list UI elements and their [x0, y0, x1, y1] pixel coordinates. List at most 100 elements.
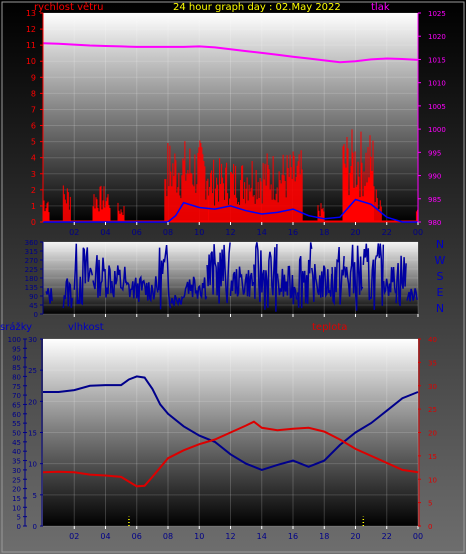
- direction-letter: W: [435, 254, 446, 267]
- pressure-tick-label: 1005: [428, 103, 446, 111]
- wind-direction-tick-label: 45: [29, 302, 38, 310]
- rain-tick-label: 20: [12, 486, 21, 494]
- pressure-tick-label: 1025: [428, 10, 446, 18]
- direction-letter: E: [437, 286, 444, 299]
- wind-speed-tick-label: 6: [31, 122, 36, 131]
- wind-direction-trace: [92, 255, 112, 298]
- rain-tick-label: 10: [12, 504, 21, 512]
- temperature-tick-label: 20: [428, 430, 437, 438]
- wind-direction-trace: [125, 274, 159, 303]
- x-tick-label: 00: [413, 532, 423, 541]
- humidity-tick-label: 0: [33, 523, 37, 531]
- wind-direction-trace: [276, 265, 298, 305]
- pressure-line: [42, 42, 419, 64]
- temperature-tick-label: 5: [428, 500, 432, 508]
- rain-tick-label: 0: [17, 523, 21, 531]
- x-tick-label: 04: [100, 228, 110, 237]
- label-temperature: teplota: [312, 322, 347, 333]
- wind-speed-tick-label: 8: [31, 89, 36, 98]
- wind-speed-tick-label: 11: [26, 41, 36, 50]
- wind-direction-trace: [382, 266, 397, 296]
- x-tick-label: 10: [194, 532, 204, 541]
- rain-tick-label: 55: [12, 420, 21, 428]
- rain-tick-label: 30: [12, 467, 21, 475]
- wind-direction-tick-label: 360: [25, 239, 38, 247]
- wind-direction-trace: [311, 264, 333, 302]
- wind-direction-trace: [157, 245, 172, 310]
- wind-speed-tick-label: 13: [26, 9, 36, 18]
- wind-direction-trace: [362, 243, 385, 310]
- temperature-tick-label: 0: [428, 523, 432, 531]
- wind-direction-tick-label: 90: [29, 293, 38, 301]
- humidity-tick-label: 10: [28, 461, 37, 469]
- wind-direction-trace: [343, 244, 364, 311]
- wind-speed-tick-label: 4: [31, 154, 36, 163]
- wind-direction-trace: [62, 278, 74, 309]
- wind-direction-tick-label: 180: [25, 275, 38, 283]
- label-rain: srážky: [0, 321, 32, 333]
- wind-direction-trace: [253, 242, 278, 312]
- humidity-tick-label: 15: [28, 430, 37, 438]
- wind-direction-tick-label: 270: [25, 257, 38, 265]
- x-tick-label: 16: [288, 532, 298, 541]
- wind-direction-trace: [111, 265, 127, 298]
- temperature-tick-label: 10: [428, 476, 437, 484]
- rain-tick-label: 60: [12, 411, 21, 419]
- x-tick-label: 04: [100, 532, 110, 541]
- humidity-tick-label: 20: [28, 398, 37, 406]
- wind-speed-tick-label: 12: [26, 25, 36, 34]
- x-tick-label: 16: [288, 228, 298, 237]
- wind-speed-tick-label: 3: [31, 170, 36, 179]
- x-tick-label: 14: [257, 228, 267, 237]
- wind-speed-tick-label: 2: [31, 186, 36, 195]
- temperature-tick-label: 15: [428, 453, 437, 461]
- x-tick-label: 12: [225, 532, 235, 541]
- wind-direction-trace: [229, 266, 255, 297]
- rain-tick-label: 65: [12, 401, 21, 409]
- humidity-tick-label: 25: [28, 367, 37, 375]
- humidity-line: [43, 375, 419, 471]
- rain-tick-label: 15: [12, 495, 21, 503]
- wind-direction-tick-label: 225: [25, 266, 38, 274]
- wind-direction-trace: [170, 294, 184, 308]
- x-tick-label: 08: [163, 228, 173, 237]
- rain-tick-label: 25: [12, 476, 21, 484]
- direction-letter: S: [437, 270, 444, 283]
- wind-direction-trace: [296, 242, 313, 309]
- label-pressure: tlak: [371, 2, 390, 13]
- wind-direction-trace: [45, 288, 53, 304]
- axes-layer: 02 04 06 08 10 12 14 16 18 20 22 000123456789101112…: [8, 9, 446, 541]
- series-layer: [42, 42, 419, 526]
- rain-tick-label: 35: [12, 458, 21, 466]
- direction-letter: N: [436, 238, 444, 251]
- rain-tick-label: 50: [12, 430, 21, 438]
- wind-speed-tick-label: 7: [31, 105, 36, 114]
- rain-tick-label: 45: [12, 439, 21, 447]
- wind-direction-trace: [406, 288, 418, 302]
- x-tick-label: 12: [225, 228, 235, 237]
- rain-tick-label: 5: [17, 514, 21, 522]
- rain-tick-label: 75: [12, 383, 21, 391]
- x-tick-label: 06: [132, 228, 142, 237]
- temperature-tick-label: 40: [428, 336, 437, 344]
- wind-speed-tick-label: 5: [31, 138, 36, 147]
- x-tick-label: 22: [382, 532, 392, 541]
- wind-direction-tick-label: 315: [25, 248, 38, 256]
- rain-tick-label: 100: [8, 336, 21, 344]
- x-tick-label: 18: [319, 532, 329, 541]
- rain-tick-label: 95: [12, 345, 21, 353]
- x-tick-label: 00: [413, 228, 423, 237]
- pressure-tick-label: 995: [428, 149, 441, 157]
- x-tick-label: 20: [350, 532, 360, 541]
- direction-letter: N: [436, 302, 444, 315]
- pressure-tick-label: 1010: [428, 80, 446, 88]
- wind-direction-trace: [206, 242, 231, 304]
- wind-direction-trace: [331, 246, 345, 306]
- wind-direction-tick-label: 0: [34, 311, 38, 319]
- chart-title: 24 hour graph day : 02.May 2022: [173, 2, 341, 13]
- wind-speed-tick-label: 0: [31, 218, 36, 227]
- wind-speed-tick-label: 9: [31, 73, 36, 82]
- temperature-tick-label: 30: [428, 383, 437, 391]
